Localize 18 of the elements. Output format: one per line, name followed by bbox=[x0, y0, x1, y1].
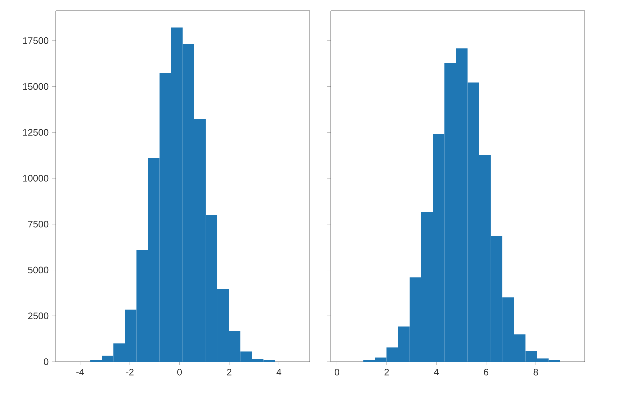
x-tick-label: 4 bbox=[434, 369, 439, 376]
x-tick-label: 0 bbox=[334, 369, 340, 376]
x-tick-label: 2 bbox=[227, 369, 232, 376]
y-tick-label: 17500 bbox=[23, 38, 49, 44]
x-tick-label: 0 bbox=[178, 369, 182, 376]
y-tick-label: 15000 bbox=[23, 83, 49, 90]
x-tick-label: 4 bbox=[276, 369, 282, 376]
x-tick-label: 2 bbox=[384, 369, 390, 376]
y-tick-label: 7500 bbox=[28, 221, 49, 228]
y-tick-label: 0 bbox=[44, 358, 49, 366]
x-tick-label: -4 bbox=[76, 369, 84, 376]
y-tick-label: 12500 bbox=[23, 129, 49, 136]
x-tick-label: -2 bbox=[126, 369, 134, 376]
x-tick-label: 6 bbox=[484, 369, 489, 376]
y-tick-label: 2500 bbox=[28, 312, 49, 320]
y-tick-label: 10000 bbox=[23, 175, 49, 182]
y-tick-label: 5000 bbox=[28, 266, 49, 274]
x-tick-label: 8 bbox=[534, 369, 538, 376]
